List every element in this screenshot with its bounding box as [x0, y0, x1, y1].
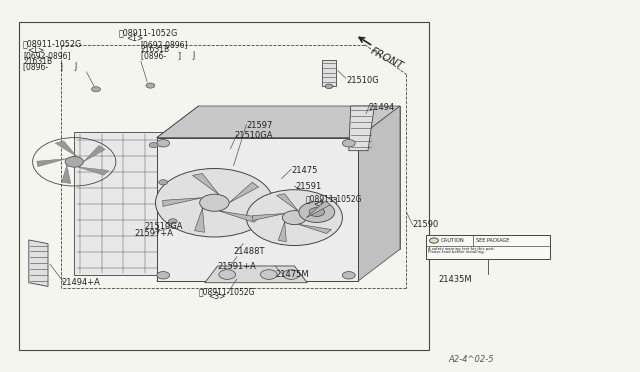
Circle shape — [65, 157, 83, 167]
Circle shape — [157, 140, 170, 147]
Text: ⓝ08911-1052G: ⓝ08911-1052G — [305, 194, 362, 203]
Polygon shape — [195, 208, 205, 232]
Polygon shape — [37, 159, 67, 167]
Circle shape — [157, 272, 170, 279]
Polygon shape — [278, 222, 286, 242]
Text: 21631B: 21631B — [23, 57, 52, 66]
Text: <1>: <1> — [28, 46, 45, 55]
Text: [0692-0896]: [0692-0896] — [23, 51, 70, 60]
Text: [0692-0896]: [0692-0896] — [141, 40, 188, 49]
Text: 21510G: 21510G — [346, 76, 379, 84]
Circle shape — [146, 83, 155, 88]
Circle shape — [260, 270, 277, 279]
Text: A2-4^02-5: A2-4^02-5 — [448, 355, 493, 364]
Circle shape — [159, 180, 168, 185]
Polygon shape — [74, 132, 173, 275]
Polygon shape — [229, 182, 259, 203]
Bar — [426, 235, 550, 259]
Text: 21494+A: 21494+A — [61, 278, 100, 286]
Polygon shape — [298, 197, 336, 227]
Text: [0896-     ]: [0896- ] — [141, 51, 181, 60]
Text: [0896-     ]: [0896- ] — [23, 62, 63, 71]
Circle shape — [149, 142, 158, 148]
Text: 21475M: 21475M — [275, 270, 309, 279]
Text: 21494: 21494 — [368, 103, 394, 112]
Text: <3>: <3> — [314, 200, 331, 209]
Polygon shape — [157, 106, 400, 138]
Text: 21597: 21597 — [246, 121, 273, 130]
Circle shape — [246, 190, 342, 246]
Polygon shape — [55, 141, 77, 157]
Text: ⓝ08911-1052G: ⓝ08911-1052G — [23, 40, 83, 49]
Polygon shape — [163, 198, 202, 206]
Text: <1>: <1> — [127, 34, 144, 43]
Circle shape — [92, 87, 100, 92]
Polygon shape — [322, 60, 336, 86]
Circle shape — [325, 84, 333, 89]
Text: ⓝ08911-1052G: ⓝ08911-1052G — [118, 28, 178, 37]
Polygon shape — [193, 173, 219, 195]
Polygon shape — [157, 138, 358, 281]
Circle shape — [168, 219, 177, 224]
Text: 21631B: 21631B — [141, 45, 170, 54]
Text: 21597+A: 21597+A — [134, 229, 173, 238]
Circle shape — [283, 270, 300, 279]
Polygon shape — [219, 211, 260, 222]
Polygon shape — [298, 224, 332, 234]
Circle shape — [156, 169, 273, 237]
Text: 21590: 21590 — [413, 220, 439, 229]
Polygon shape — [358, 106, 400, 281]
Polygon shape — [61, 165, 71, 183]
Circle shape — [282, 211, 307, 225]
Text: SEE PACKAGE: SEE PACKAGE — [476, 238, 509, 243]
Polygon shape — [29, 240, 48, 286]
Polygon shape — [276, 194, 298, 211]
Circle shape — [342, 140, 355, 147]
Circle shape — [429, 238, 438, 243]
Text: 21488T: 21488T — [234, 247, 265, 256]
Text: Please read before installing.: Please read before installing. — [428, 250, 485, 254]
Polygon shape — [349, 106, 374, 151]
Circle shape — [219, 270, 236, 279]
Text: 21475: 21475 — [292, 166, 318, 174]
Text: 21435M: 21435M — [438, 275, 472, 283]
Text: J: J — [192, 51, 195, 60]
Text: 21591: 21591 — [296, 182, 322, 190]
Polygon shape — [205, 266, 307, 283]
Text: CAUTION: CAUTION — [441, 238, 465, 243]
Text: <3>: <3> — [209, 292, 226, 301]
Text: 21510GA: 21510GA — [144, 222, 182, 231]
Text: A safety warning text for this part.: A safety warning text for this part. — [428, 247, 495, 251]
Polygon shape — [77, 167, 109, 175]
Circle shape — [309, 208, 324, 217]
Text: 21591+A: 21591+A — [218, 262, 257, 271]
Circle shape — [342, 272, 355, 279]
Circle shape — [200, 194, 229, 211]
Circle shape — [299, 202, 335, 222]
Polygon shape — [307, 201, 330, 218]
Polygon shape — [252, 214, 285, 221]
Text: FRONT: FRONT — [369, 46, 404, 72]
Bar — [19, 22, 429, 350]
Text: J: J — [74, 62, 77, 71]
Polygon shape — [83, 145, 105, 162]
Polygon shape — [198, 106, 400, 249]
Text: 21510GA: 21510GA — [234, 131, 273, 140]
Text: ⓝ08911-1052G: ⓝ08911-1052G — [198, 287, 255, 296]
